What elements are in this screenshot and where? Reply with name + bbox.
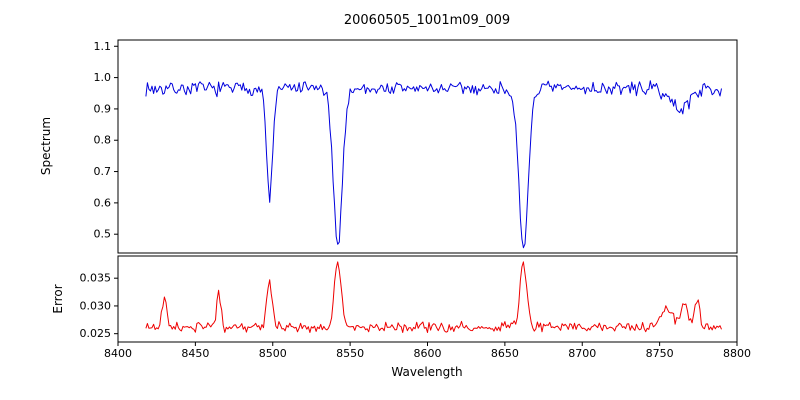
error-y-tick-label: 0.025 xyxy=(80,327,112,340)
x-tick-label: 8750 xyxy=(646,347,674,360)
spectrum-y-tick-label: 1.1 xyxy=(94,40,112,53)
wavelength-axis-label: Wavelength xyxy=(391,365,463,379)
error-line xyxy=(145,261,722,333)
spectrum-frame xyxy=(117,39,738,254)
spectrum-line xyxy=(145,80,722,249)
spectrum-y-tick-label: 0.8 xyxy=(94,134,112,147)
x-tick-label: 8700 xyxy=(568,347,596,360)
spectrum-y-tick-label: 0.9 xyxy=(94,102,112,115)
x-tick-label: 8450 xyxy=(181,347,209,360)
x-tick-label: 8550 xyxy=(336,347,364,360)
x-tick-label: 8500 xyxy=(259,347,287,360)
spectrum-y-tick-label: 1.0 xyxy=(94,71,112,84)
error-y-tick-label: 0.030 xyxy=(80,299,112,312)
x-tick-label: 8650 xyxy=(491,347,519,360)
spectrum-y-tick-label: 0.5 xyxy=(94,228,112,241)
x-tick-label: 8600 xyxy=(414,347,442,360)
spectrum-axis-label: Spectrum xyxy=(39,116,53,176)
x-tick-label: 8800 xyxy=(723,347,751,360)
spectrum-y-tick-label: 0.6 xyxy=(94,196,112,209)
error-axis-label: Error xyxy=(51,284,65,314)
x-tick-label: 8400 xyxy=(104,347,132,360)
spectrum-y-tick-label: 0.7 xyxy=(94,165,112,178)
error-y-tick-label: 0.035 xyxy=(80,272,112,285)
plot-title: 20060505_1001m09_009 xyxy=(343,13,511,28)
